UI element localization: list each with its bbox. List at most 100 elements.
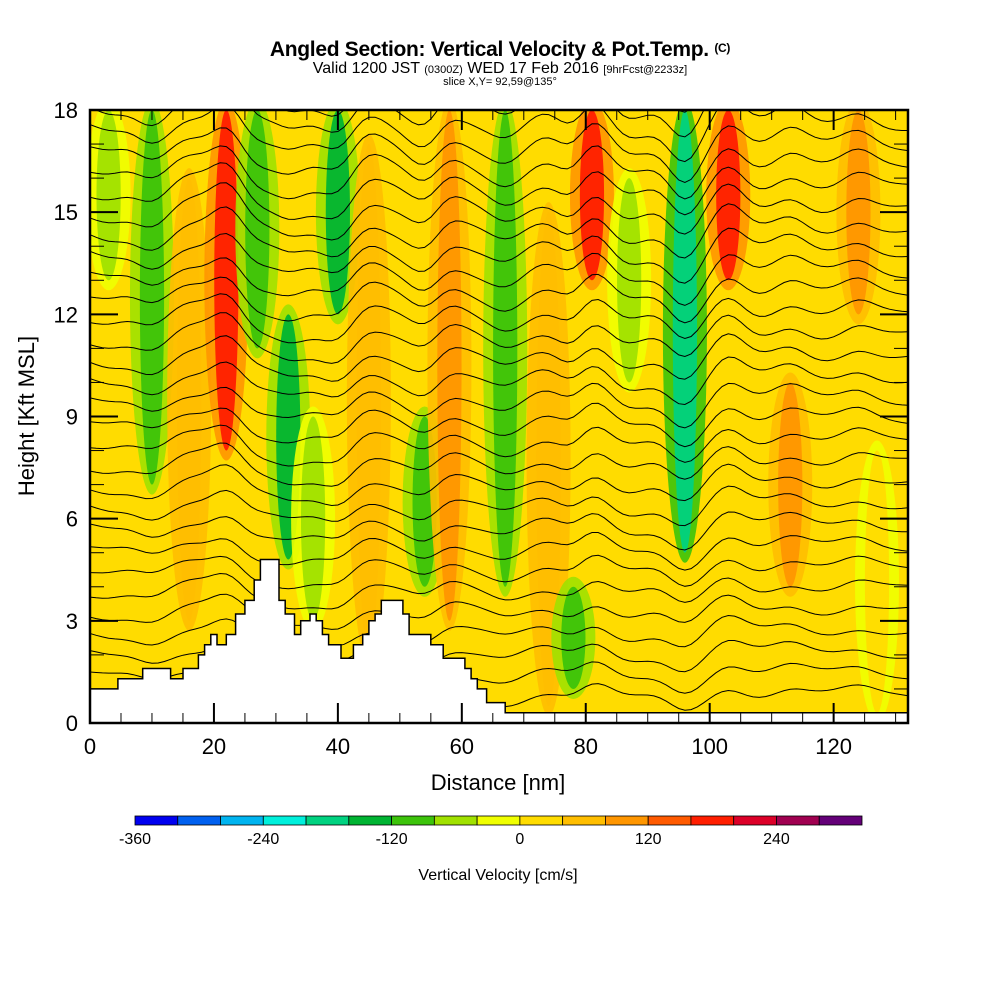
x-tick-label: 20 <box>202 734 226 759</box>
x-tick-label: 40 <box>326 734 350 759</box>
pot-temp-contour-line <box>90 333 908 382</box>
velocity-band <box>672 110 698 553</box>
pot-temp-contour-line <box>90 203 908 259</box>
velocity-band <box>778 382 803 587</box>
forecast-info: [9hrFcst@2233z] <box>603 64 688 76</box>
y-tick-label: 18 <box>54 98 78 123</box>
velocity-band <box>864 450 890 713</box>
x-tick-label: 120 <box>815 734 852 759</box>
velocity-band <box>245 110 270 349</box>
pot-temp-contour-line <box>90 442 908 487</box>
y-tick-label: 12 <box>54 302 78 327</box>
y-tick-label: 6 <box>66 507 78 532</box>
pot-temp-contour-line <box>90 485 908 527</box>
x-tick-label: 0 <box>84 734 96 759</box>
colorbar-swatch <box>562 815 606 826</box>
pot-temp-contour-line <box>90 532 908 571</box>
velocity-band <box>579 110 605 281</box>
terrain-profile <box>89 558 909 724</box>
velocity-field <box>90 110 908 723</box>
pot-temp-contour-line <box>90 145 908 200</box>
colorbar-swatch <box>433 815 478 826</box>
pot-temp-contour-line <box>90 382 908 429</box>
velocity-band <box>493 110 518 587</box>
pot-temp-contour-line <box>90 511 908 551</box>
pot-temp-contour-line <box>90 424 908 467</box>
colorbar-swatch <box>262 815 307 826</box>
y-axis-labels: 0 3 6 9 12 15 18 <box>54 98 78 736</box>
colorbar-swatch <box>690 815 735 826</box>
pot-temp-contours <box>90 110 908 712</box>
pot-temp-contour-line <box>90 614 908 648</box>
x-axis-labels: 0 20 40 60 80 100 120 <box>84 734 852 759</box>
colorbar-tick-label: 0 <box>515 831 524 848</box>
colorbar-swatch <box>818 815 863 826</box>
colorbar-swatch <box>391 815 435 826</box>
colorbar <box>134 815 863 826</box>
colorbar-swatch <box>348 815 392 826</box>
valid-utc: (0300Z) <box>424 64 463 76</box>
colorbar-tick-label: 240 <box>763 831 790 848</box>
colorbar-swatch <box>305 815 350 826</box>
y-tick-label: 0 <box>66 711 78 736</box>
slice-info: slice X,Y= 92,59@135° <box>443 76 557 88</box>
pot-temp-contour-line <box>90 356 908 406</box>
colorbar-tick-label: 120 <box>635 831 662 848</box>
chart-title: Angled Section: Vertical Velocity & Pot.… <box>0 38 1000 62</box>
colorbar-swatch <box>647 815 692 826</box>
velocity-band <box>177 178 202 621</box>
velocity-band <box>561 586 586 689</box>
velocity-band <box>437 110 462 621</box>
chart-title-units: (C) <box>714 41 731 55</box>
valid-time: Valid 1200 JST <box>312 60 420 77</box>
colorbar-swatch <box>733 815 777 826</box>
pot-temp-contour-line <box>90 463 908 507</box>
x-tick-label: 60 <box>450 734 474 759</box>
pot-temp-contour-line <box>90 593 908 630</box>
velocity-band <box>214 110 239 451</box>
velocity-band <box>325 110 350 315</box>
velocity-band <box>300 416 326 621</box>
pot-temp-contour-line <box>90 227 908 284</box>
x-tick-label: 80 <box>574 734 598 759</box>
colorbar-label: Vertical Velocity [cm/s] <box>418 867 577 884</box>
chart-title-text: Angled Section: Vertical Velocity & Pot.… <box>269 38 709 61</box>
colorbar-swatch <box>476 815 521 826</box>
pot-temp-contour-line <box>90 182 908 241</box>
colorbar-swatch <box>177 815 221 826</box>
x-tick-label: 100 <box>691 734 728 759</box>
pot-temp-contour-line <box>283 110 690 117</box>
velocity-band <box>846 110 871 315</box>
y-tick-label: 9 <box>66 405 78 430</box>
velocity-band <box>139 110 165 485</box>
colorbar-tick-label: -120 <box>376 831 408 848</box>
x-axis-title: Distance [nm] <box>431 770 566 795</box>
pot-temp-contour-line <box>90 162 908 220</box>
colorbar-swatch <box>220 815 264 826</box>
colorbar-swatch <box>605 815 649 826</box>
colorbar-tick-label: -240 <box>247 831 279 848</box>
y-tick-label: 3 <box>66 609 78 634</box>
pot-temp-contour-line <box>95 110 705 138</box>
velocity-band <box>716 110 741 281</box>
velocity-band <box>356 144 381 655</box>
pot-temp-contour-line <box>90 123 908 184</box>
pot-temp-contour-line <box>90 572 908 610</box>
y-axis-title: Height [Kft MSL] <box>14 336 39 496</box>
velocity-band <box>96 110 121 281</box>
pot-temp-contour-line <box>90 293 908 344</box>
colorbar-swatch <box>776 815 820 826</box>
colorbar-swatch <box>134 815 179 826</box>
pot-temp-contour-line <box>90 252 908 306</box>
chart-subtitle: Valid 1200 JST (0300Z) WED 17 Feb 2016 [… <box>0 60 1000 78</box>
valid-date: WED 17 Feb 2016 <box>467 60 599 77</box>
pot-temp-contour-line <box>90 402 908 448</box>
colorbar-swatch <box>519 815 564 826</box>
colorbar-tick-label: -360 <box>119 831 151 848</box>
terrain-shape <box>89 558 909 724</box>
pot-temp-contour-line <box>90 273 908 324</box>
colorbar-tick-labels: -360 -240 -120 0 120 240 <box>119 831 790 848</box>
axis-ticks <box>89 109 908 724</box>
pot-temp-contour-line <box>90 554 908 590</box>
